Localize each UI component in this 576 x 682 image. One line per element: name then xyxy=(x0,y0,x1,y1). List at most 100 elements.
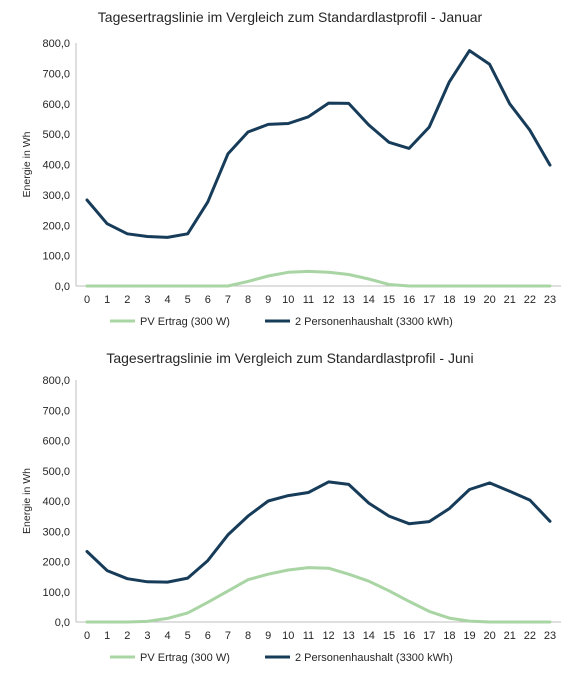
data-point-personenhaushalt xyxy=(146,580,149,583)
data-point-personenhaushalt xyxy=(347,483,350,486)
data-point-personenhaushalt xyxy=(106,222,109,225)
x-tick-label: 9 xyxy=(265,630,271,642)
data-point-pv-ertrag xyxy=(166,285,169,288)
data-point-personenhaushalt xyxy=(508,102,511,105)
data-point-pv-ertrag xyxy=(388,283,391,286)
data-point-personenhaushalt xyxy=(468,49,471,52)
data-point-personenhaushalt xyxy=(528,499,531,502)
series-line-pv-ertrag xyxy=(85,566,552,624)
data-point-pv-ertrag xyxy=(448,285,451,288)
data-point-personenhaushalt xyxy=(287,122,290,125)
data-point-personenhaushalt xyxy=(166,581,169,584)
y-tick-label: 200,0 xyxy=(42,557,70,569)
x-tick-label: 10 xyxy=(282,294,294,306)
x-tick-label: 7 xyxy=(225,630,231,642)
x-tick-label: 17 xyxy=(423,294,435,306)
y-tick-label: 200,0 xyxy=(42,220,70,232)
data-point-personenhaushalt xyxy=(166,236,169,239)
x-tick-label: 2 xyxy=(124,630,130,642)
data-point-pv-ertrag xyxy=(307,270,310,273)
y-tick-label: 500,0 xyxy=(42,129,70,141)
data-point-pv-ertrag xyxy=(549,285,552,288)
data-point-pv-ertrag xyxy=(468,285,471,288)
data-point-pv-ertrag xyxy=(327,271,330,274)
data-point-personenhaushalt xyxy=(408,147,411,150)
y-tick-label: 400,0 xyxy=(42,496,70,508)
x-tick-label: 8 xyxy=(245,294,251,306)
data-point-pv-ertrag xyxy=(508,285,511,288)
x-tick-label: 14 xyxy=(363,630,375,642)
y-tick-label: 100,0 xyxy=(42,251,70,263)
data-point-personenhaushalt xyxy=(226,533,229,536)
data-point-pv-ertrag xyxy=(86,285,89,288)
data-point-personenhaushalt xyxy=(367,124,370,127)
data-point-pv-ertrag xyxy=(347,273,350,276)
x-tick-label: 6 xyxy=(205,630,211,642)
y-tick-label: 0,0 xyxy=(55,281,70,293)
data-point-pv-ertrag xyxy=(388,589,391,592)
data-point-pv-ertrag xyxy=(488,285,491,288)
y-tick-label: 800,0 xyxy=(42,375,70,387)
data-point-pv-ertrag xyxy=(367,580,370,583)
x-tick-label: 7 xyxy=(225,294,231,306)
legend-label-personenhaushalt: 2 Personenhaushalt (3300 kWh) xyxy=(295,652,453,664)
data-point-personenhaushalt xyxy=(206,200,209,203)
data-point-pv-ertrag xyxy=(146,620,149,623)
x-tick-label: 22 xyxy=(524,630,536,642)
data-point-pv-ertrag xyxy=(327,567,330,570)
data-point-pv-ertrag xyxy=(267,573,270,576)
x-tick-label: 20 xyxy=(483,294,495,306)
y-tick-label: 400,0 xyxy=(42,160,70,172)
x-tick-label: 11 xyxy=(303,630,314,642)
x-tick-label: 19 xyxy=(463,630,475,642)
legend-label-personenhaushalt: 2 Personenhaushalt (3300 kWh) xyxy=(295,316,453,328)
data-point-pv-ertrag xyxy=(549,621,552,624)
y-tick-label: 600,0 xyxy=(42,436,70,448)
data-point-personenhaushalt xyxy=(327,102,330,105)
legend-label-pv-ertrag: PV Ertrag (300 W) xyxy=(140,652,230,664)
x-tick-label: 0 xyxy=(84,630,90,642)
data-point-personenhaushalt xyxy=(106,569,109,572)
data-point-pv-ertrag xyxy=(528,285,531,288)
y-tick-label: 100,0 xyxy=(42,587,70,599)
data-point-pv-ertrag xyxy=(106,621,109,624)
data-point-personenhaushalt xyxy=(408,522,411,525)
data-point-personenhaushalt xyxy=(247,515,250,518)
data-point-pv-ertrag xyxy=(287,569,290,572)
data-point-pv-ertrag xyxy=(267,275,270,278)
data-point-pv-ertrag xyxy=(106,285,109,288)
x-tick-label: 13 xyxy=(343,294,355,306)
data-point-personenhaushalt xyxy=(307,115,310,118)
x-tick-label: 13 xyxy=(343,630,355,642)
x-tick-label: 23 xyxy=(544,294,556,306)
data-point-personenhaushalt xyxy=(126,232,129,235)
y-axis-label: Energie in Wh xyxy=(21,468,33,534)
x-tick-label: 3 xyxy=(144,294,150,306)
x-tick-label: 23 xyxy=(544,630,556,642)
data-point-pv-ertrag xyxy=(126,285,129,288)
y-tick-label: 300,0 xyxy=(42,526,70,538)
data-point-pv-ertrag xyxy=(347,573,350,576)
x-tick-label: 18 xyxy=(443,630,455,642)
data-point-pv-ertrag xyxy=(226,285,229,288)
data-point-pv-ertrag xyxy=(428,285,431,288)
x-tick-label: 6 xyxy=(205,294,211,306)
data-point-personenhaushalt xyxy=(267,123,270,126)
x-tick-label: 14 xyxy=(363,294,375,306)
data-point-pv-ertrag xyxy=(166,617,169,620)
data-point-personenhaushalt xyxy=(226,152,229,155)
data-point-personenhaushalt xyxy=(488,481,491,484)
x-tick-label: 0 xyxy=(84,294,90,306)
data-point-pv-ertrag xyxy=(528,621,531,624)
x-tick-label: 9 xyxy=(265,294,271,306)
x-tick-label: 5 xyxy=(185,294,191,306)
data-point-pv-ertrag xyxy=(508,621,511,624)
x-tick-label: 4 xyxy=(164,630,170,642)
x-tick-label: 16 xyxy=(403,294,415,306)
x-tick-label: 17 xyxy=(423,630,435,642)
data-point-personenhaushalt xyxy=(448,507,451,510)
x-tick-label: 5 xyxy=(185,630,191,642)
legend-label-pv-ertrag: PV Ertrag (300 W) xyxy=(140,316,230,328)
data-point-personenhaushalt xyxy=(307,491,310,494)
x-tick-label: 8 xyxy=(245,630,251,642)
